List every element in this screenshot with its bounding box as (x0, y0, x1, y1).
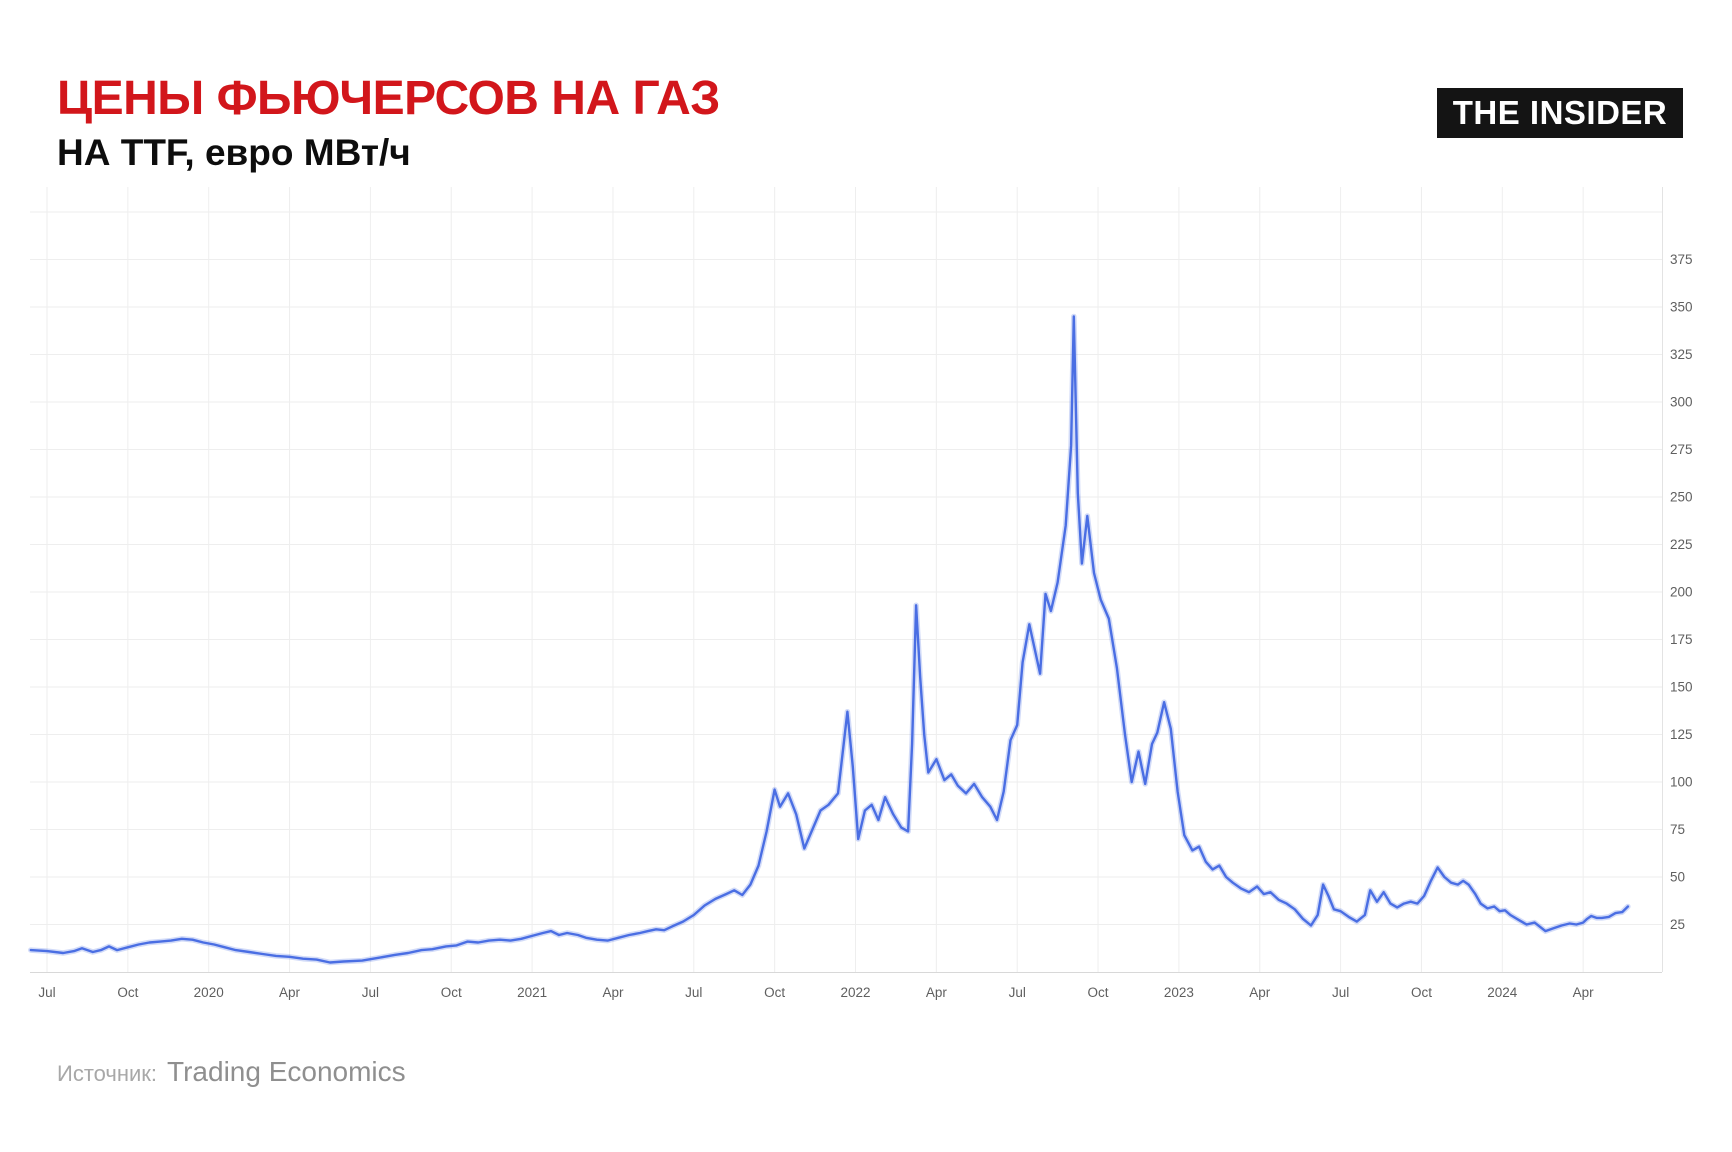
x-tick-label: Oct (1411, 985, 1432, 1000)
x-tick-label: Jul (362, 985, 379, 1000)
x-tick-label: Oct (764, 985, 785, 1000)
y-tick-label: 275 (1670, 442, 1693, 457)
y-tick-label: 200 (1670, 585, 1693, 600)
x-tick-label: Apr (602, 985, 624, 1000)
y-tick-label: 125 (1670, 727, 1693, 742)
x-tick-label: Oct (117, 985, 138, 1000)
the-insider-logo: THE INSIDER (1437, 88, 1683, 138)
x-tick-label: 2021 (517, 985, 547, 1000)
page-title: ЦЕНЫ ФЬЮЧЕРСОВ НА ГАЗ (57, 72, 720, 125)
x-tick-label: Apr (279, 985, 301, 1000)
x-tick-label: Jul (1332, 985, 1349, 1000)
y-tick-label: 75 (1670, 822, 1685, 837)
y-tick-label: 100 (1670, 775, 1693, 790)
y-tick-label: 50 (1670, 870, 1685, 885)
x-tick-label: 2023 (1164, 985, 1194, 1000)
y-tick-label: 250 (1670, 490, 1693, 505)
y-tick-label: 325 (1670, 347, 1693, 362)
x-tick-label: Apr (926, 985, 948, 1000)
x-tick-label: Apr (1249, 985, 1271, 1000)
y-tick-label: 25 (1670, 917, 1685, 932)
logo-text: THE INSIDER (1452, 94, 1668, 131)
y-tick-label: 300 (1670, 395, 1693, 410)
x-tick-label: 2020 (194, 985, 224, 1000)
y-tick-label: 225 (1670, 537, 1693, 552)
y-tick-label: 375 (1670, 252, 1693, 267)
y-tick-label: 350 (1670, 300, 1693, 315)
x-tick-label: 2024 (1487, 985, 1518, 1000)
source-label: Источник: (57, 1061, 158, 1086)
page-subtitle: НА TTF, евро МВт/ч (57, 132, 411, 173)
x-tick-label: Apr (1573, 985, 1595, 1000)
price-line-series (29, 315, 1630, 964)
x-tick-label: Jul (38, 985, 55, 1000)
x-tick-label: Jul (1009, 985, 1026, 1000)
source-line: Источник: Trading Economics (57, 1056, 406, 1088)
x-tick-label: 2022 (840, 985, 870, 1000)
x-tick-label: Oct (441, 985, 462, 1000)
x-tick-label: Jul (685, 985, 702, 1000)
y-tick-label: 175 (1670, 632, 1693, 647)
x-tick-label: Oct (1088, 985, 1109, 1000)
y-tick-label: 150 (1670, 680, 1693, 695)
source-name: Trading Economics (167, 1056, 406, 1087)
